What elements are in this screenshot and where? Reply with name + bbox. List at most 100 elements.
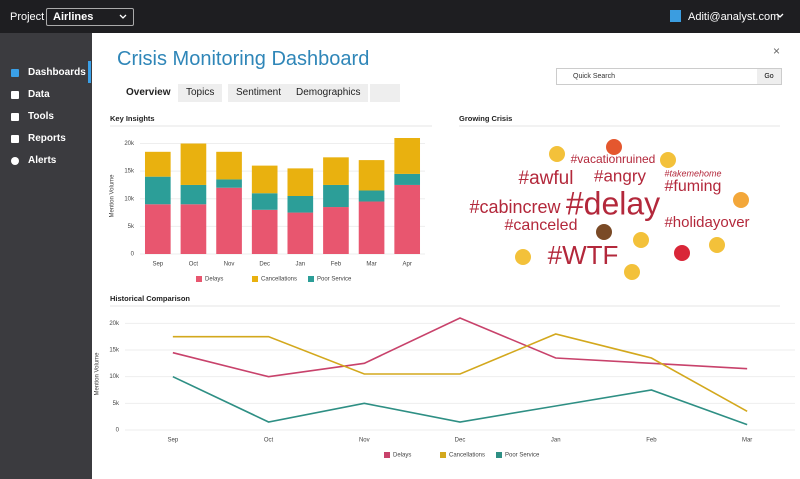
legend-label: Delays <box>205 277 223 283</box>
tab[interactable]: Overview <box>118 84 179 102</box>
project-value: Airlines <box>53 11 94 23</box>
y-tick-label: 5k <box>128 224 135 230</box>
x-tick-label: Oct <box>189 262 199 268</box>
y-tick-label: 15k <box>109 348 120 354</box>
x-tick-label: Oct <box>264 438 274 444</box>
legend-swatch <box>196 276 202 282</box>
bar-segment <box>144 176 171 205</box>
tab[interactable]: Topics <box>178 84 223 102</box>
y-tick-label: 10k <box>109 374 120 380</box>
nav-item[interactable]: Data <box>28 89 50 100</box>
tab[interactable]: Sentiment <box>228 84 290 102</box>
emoji <box>709 237 725 253</box>
nav-item[interactable]: Reports <box>28 133 66 144</box>
hashtag: #WTF <box>548 240 619 270</box>
y-axis-label: Mention Volume <box>95 352 101 396</box>
nav-item[interactable]: Dashboards <box>28 67 86 78</box>
search-box[interactable]: Quick Search Go <box>556 68 782 85</box>
emoji <box>733 192 749 208</box>
nav-icon <box>11 91 19 99</box>
bar-segment <box>180 143 207 185</box>
bar-segment <box>144 204 171 254</box>
x-tick-label: Mar <box>742 438 752 444</box>
nav-icon <box>11 113 19 121</box>
sidebar: Dashboards Data Tools Reports Alerts <box>0 33 92 479</box>
y-tick-label: 20k <box>109 321 120 327</box>
bar-segment <box>323 184 349 208</box>
bar-segment <box>216 179 242 188</box>
hashtag: #fuming <box>665 178 722 195</box>
emoji <box>606 139 622 155</box>
bar-segment <box>216 151 242 180</box>
bar-segment <box>251 209 278 254</box>
x-tick-label: Mar <box>366 262 376 268</box>
hashtag: #cabincrew <box>469 197 561 217</box>
hashtag: #takemehome <box>664 168 721 178</box>
hashtag: #delay <box>566 185 660 221</box>
bar-segment <box>358 190 385 202</box>
bar-segment <box>144 151 171 177</box>
y-tick-label: 20k <box>124 141 135 147</box>
bar-segment <box>180 204 207 254</box>
legend-label: Cancellations <box>261 277 297 283</box>
x-tick-label: Sep <box>168 438 179 444</box>
legend-label: Poor Service <box>317 277 352 283</box>
search-button[interactable]: Go <box>757 69 781 84</box>
y-tick-label: 0 <box>116 428 120 434</box>
x-tick-label: Feb <box>646 438 657 444</box>
x-tick-label: Jan <box>551 438 561 444</box>
x-tick-label: Feb <box>331 262 342 268</box>
user-name[interactable]: Aditi@analyst.com <box>688 11 780 23</box>
tab-blank[interactable] <box>370 84 400 102</box>
nav-item[interactable]: Alerts <box>28 155 57 166</box>
y-tick-label: 15k <box>124 169 135 175</box>
legend-swatch <box>252 276 258 282</box>
legend-label: Delays <box>393 453 411 459</box>
hashtag: #holidayover <box>664 214 749 231</box>
bar-segment <box>394 184 421 254</box>
x-tick-label: Nov <box>359 438 370 444</box>
legend-swatch <box>496 452 502 458</box>
bar-segment <box>323 157 349 185</box>
project-label: Project <box>10 11 45 23</box>
bar-segment <box>287 168 314 196</box>
legend-label: Cancellations <box>449 453 485 459</box>
x-tick-label: Apr <box>403 262 412 268</box>
bar-segment <box>394 138 421 174</box>
y-tick-label: 0 <box>131 252 135 258</box>
legend-swatch <box>308 276 314 282</box>
emoji <box>596 224 612 240</box>
user-chevron[interactable] <box>776 13 784 19</box>
hashtag: #angry <box>594 166 646 185</box>
legend-swatch <box>384 452 390 458</box>
line-series <box>172 317 748 378</box>
emoji <box>515 249 531 265</box>
section-title: Historical Comparison <box>110 294 190 303</box>
nav-item[interactable]: Tools <box>28 111 54 122</box>
hashtag: #awful <box>519 168 574 189</box>
top-bar: Project Airlines Aditi@analyst.com <box>0 0 800 33</box>
project-select[interactable]: Airlines <box>46 8 134 26</box>
bar-segment <box>216 187 242 254</box>
nav-icon <box>11 69 19 77</box>
x-tick-label: Nov <box>224 262 235 268</box>
x-tick-label: Dec <box>455 438 466 444</box>
y-tick-label: 10k <box>124 196 135 202</box>
hashtag: #vacationruined <box>571 152 656 166</box>
x-tick-label: Dec <box>259 262 270 268</box>
search-placeholder: Quick Search <box>573 73 616 80</box>
bar-segment <box>323 207 349 254</box>
y-axis-label: Mention Volume <box>110 174 116 218</box>
y-tick-label: 5k <box>113 401 120 407</box>
emoji <box>660 152 676 168</box>
bar-segment <box>358 160 385 191</box>
x-tick-label: Jan <box>295 262 305 268</box>
bar-segment <box>251 193 278 210</box>
bar-segment <box>251 165 278 194</box>
close-button[interactable]: × <box>773 44 781 58</box>
hashtag: #canceled <box>505 217 578 234</box>
line-series <box>172 375 748 426</box>
tab[interactable]: Demographics <box>288 84 369 102</box>
